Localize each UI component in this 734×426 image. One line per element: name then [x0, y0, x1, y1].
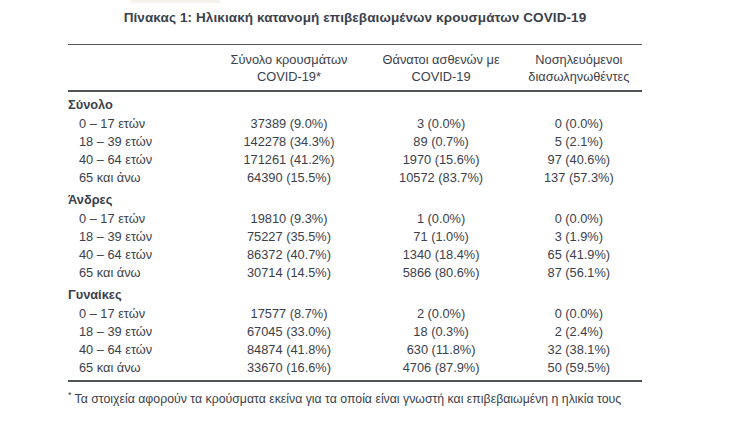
deaths-value: 630 (11.8%): [366, 341, 515, 359]
table-row: 0 – 17 ετών37389 (9.0%)3 (0.0%)0 (0.0%): [68, 115, 642, 133]
table-body: Σύνολο0 – 17 ετών37389 (9.0%)3 (0.0%)0 (…: [68, 92, 642, 382]
table-row: 0 – 17 ετών17577 (8.7%)2 (0.0%)0 (0.0%): [68, 305, 642, 323]
footnote-asterisk: *: [68, 390, 72, 400]
table-header-row: Σύνολο κρουσμάτων COVID-19* Θάνατοι ασθε…: [68, 45, 642, 92]
age-group-label: 18 – 39 ετών: [68, 228, 212, 246]
age-group-label: 0 – 17 ετών: [68, 305, 212, 323]
intubated-value: 87 (56.1%): [516, 264, 642, 282]
cases-value: 33670 (16.6%): [212, 359, 367, 377]
section-label: Γυναίκες: [68, 286, 212, 304]
intubated-value: 0 (0.0%): [516, 210, 642, 228]
deaths-value: 1340 (18.4%): [366, 246, 515, 264]
age-group-label: 18 – 39 ετών: [68, 133, 212, 151]
column-header-cases-line2: COVID-19*: [212, 68, 367, 85]
deaths-value: 1970 (15.6%): [366, 151, 515, 169]
cases-value: 17577 (8.7%): [212, 305, 367, 323]
table-row: 40 – 64 ετών86372 (40.7%)1340 (18.4%)65 …: [68, 246, 642, 264]
age-group-label: 18 – 39 ετών: [68, 323, 212, 341]
age-group-label: 0 – 17 ετών: [68, 115, 212, 133]
cases-value: 19810 (9.3%): [212, 210, 367, 228]
report-page: Πίνακας 1: Ηλικιακή κατανομή επιβεβαιωμέ…: [0, 0, 734, 426]
intubated-value: 65 (41.9%): [516, 246, 642, 264]
column-header-cases-line1: Σύνολο κρουσμάτων: [212, 51, 367, 68]
table-row: 18 – 39 ετών67045 (33.0%)18 (0.3%)2 (2.4…: [68, 323, 642, 341]
cases-value: 67045 (33.0%): [212, 323, 367, 341]
age-group-label: 0 – 17 ετών: [68, 210, 212, 228]
footnote-text: Τα στοιχεία αφορούν τα κρούσματα εκείνα …: [75, 392, 622, 406]
intubated-value: 137 (57.3%): [516, 169, 642, 187]
table-row: 40 – 64 ετών171261 (41.2%)1970 (15.6%)97…: [68, 151, 642, 169]
intubated-value: 97 (40.6%): [516, 151, 642, 169]
section-header-row: Άνδρες: [68, 187, 642, 210]
age-group-label: 65 και άνω: [68, 264, 212, 282]
age-group-label: 65 και άνω: [68, 359, 212, 377]
covid-age-distribution-table: Σύνολο κρουσμάτων COVID-19* Θάνατοι ασθε…: [68, 44, 642, 382]
deaths-value: 10572 (83.7%): [366, 169, 515, 187]
cases-value: 142278 (34.3%): [212, 133, 367, 151]
intubated-value: 2 (2.4%): [516, 323, 642, 341]
intubated-value: 32 (38.1%): [516, 341, 642, 359]
column-header-deaths-line2: COVID-19: [366, 68, 515, 85]
cases-value: 64390 (15.5%): [212, 169, 367, 187]
column-header-intubated-line1: Νοσηλευόμενοι: [516, 51, 642, 68]
deaths-value: 4706 (87.9%): [366, 359, 515, 377]
table-row: 40 – 64 ετών84874 (41.8%)630 (11.8%)32 (…: [68, 341, 642, 359]
column-header-deaths: Θάνατοι ασθενών με COVID-19: [366, 51, 515, 85]
cases-value: 37389 (9.0%): [212, 115, 367, 133]
deaths-value: 5866 (80.6%): [366, 264, 515, 282]
deaths-value: 1 (0.0%): [366, 210, 515, 228]
page-crop-artifact: [130, 0, 220, 3]
age-group-label: 40 – 64 ετών: [68, 341, 212, 359]
cases-value: 84874 (41.8%): [212, 341, 367, 359]
footnote: *Τα στοιχεία αφορούν τα κρούσματα εκείνα…: [68, 387, 642, 407]
intubated-value: 0 (0.0%): [516, 115, 642, 133]
intubated-value: 0 (0.0%): [516, 305, 642, 323]
section-label: Σύνολο: [68, 96, 212, 114]
table-block: Πίνακας 1: Ηλικιακή κατανομή επιβεβαιωμέ…: [68, 0, 642, 407]
column-header-intubated: Νοσηλευόμενοι διασωληνωθέντες: [516, 51, 642, 85]
table-row: 65 και άνω33670 (16.6%)4706 (87.9%)50 (5…: [68, 359, 642, 377]
age-group-label: 40 – 64 ετών: [68, 246, 212, 264]
deaths-value: 89 (0.7%): [366, 133, 515, 151]
table-title: Πίνακας 1: Ηλικιακή κατανομή επιβεβαιωμέ…: [68, 0, 642, 27]
section-header-row: Γυναίκες: [68, 282, 642, 305]
row-label-column-header: [68, 51, 212, 85]
column-header-intubated-line2: διασωληνωθέντες: [516, 68, 642, 85]
deaths-value: 2 (0.0%): [366, 305, 515, 323]
section-label: Άνδρες: [68, 191, 212, 209]
intubated-value: 50 (59.5%): [516, 359, 642, 377]
cases-value: 75227 (35.5%): [212, 228, 367, 246]
cases-value: 30714 (14.5%): [212, 264, 367, 282]
table-row: 65 και άνω64390 (15.5%)10572 (83.7%)137 …: [68, 169, 642, 187]
table-row: 18 – 39 ετών75227 (35.5%)71 (1.0%)3 (1.9…: [68, 228, 642, 246]
table-row: 0 – 17 ετών19810 (9.3%)1 (0.0%)0 (0.0%): [68, 210, 642, 228]
cases-value: 86372 (40.7%): [212, 246, 367, 264]
section-header-row: Σύνολο: [68, 92, 642, 115]
deaths-value: 18 (0.3%): [366, 323, 515, 341]
intubated-value: 3 (1.9%): [516, 228, 642, 246]
intubated-value: 5 (2.1%): [516, 133, 642, 151]
table-row: 18 – 39 ετών142278 (34.3%)89 (0.7%)5 (2.…: [68, 133, 642, 151]
cases-value: 171261 (41.2%): [212, 151, 367, 169]
age-group-label: 40 – 64 ετών: [68, 151, 212, 169]
age-group-label: 65 και άνω: [68, 169, 212, 187]
deaths-value: 71 (1.0%): [366, 228, 515, 246]
column-header-cases: Σύνολο κρουσμάτων COVID-19*: [212, 51, 367, 85]
table-row: 65 και άνω30714 (14.5%)5866 (80.6%)87 (5…: [68, 264, 642, 282]
deaths-value: 3 (0.0%): [366, 115, 515, 133]
column-header-deaths-line1: Θάνατοι ασθενών με: [366, 51, 515, 68]
